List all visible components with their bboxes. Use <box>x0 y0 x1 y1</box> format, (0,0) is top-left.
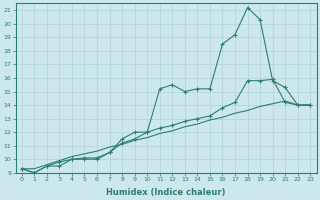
X-axis label: Humidex (Indice chaleur): Humidex (Indice chaleur) <box>106 188 226 197</box>
